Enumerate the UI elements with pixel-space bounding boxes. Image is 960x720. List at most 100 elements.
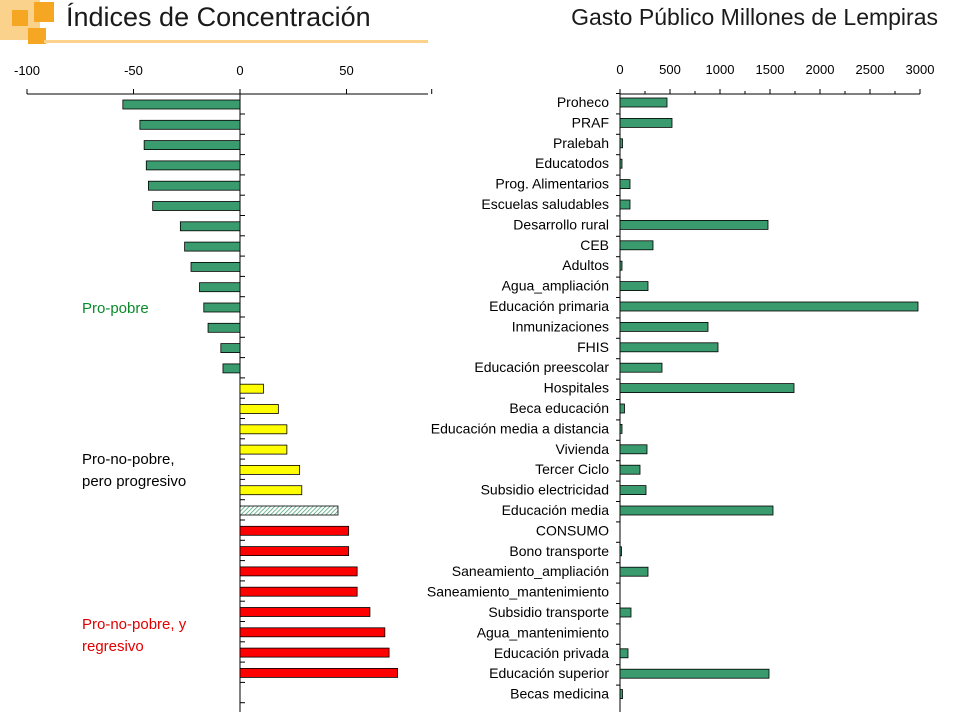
right-bar bbox=[619, 689, 623, 699]
left-bar bbox=[239, 444, 288, 455]
right-bar bbox=[619, 607, 632, 618]
category-label: Educación primaria bbox=[489, 298, 609, 314]
left-bar bbox=[143, 140, 241, 151]
left-bar bbox=[239, 586, 358, 597]
category-label: Educación privada bbox=[494, 645, 609, 661]
category-label: Educación superior bbox=[489, 665, 609, 681]
category-label: Proheco bbox=[557, 94, 609, 110]
accent-square-dark bbox=[12, 10, 28, 26]
category-label: Vivienda bbox=[556, 441, 610, 457]
category-label: Adultos bbox=[562, 257, 609, 273]
left-bar bbox=[148, 180, 241, 191]
right-bar bbox=[619, 158, 623, 169]
category-label: Beca educación bbox=[509, 400, 609, 416]
right-bar bbox=[619, 362, 663, 373]
right-bar bbox=[619, 423, 623, 434]
right-x-tick-label: 500 bbox=[659, 62, 681, 77]
right-bar bbox=[619, 444, 648, 455]
category-label: Prog. Alimentarios bbox=[495, 176, 609, 192]
header-rule bbox=[44, 40, 428, 43]
category-label: Inmunizaciones bbox=[512, 318, 609, 334]
category-label: Subsidio electricidad bbox=[481, 482, 609, 498]
group-label-progresivo: Pro-no-pobre, bbox=[82, 451, 175, 468]
left-bar bbox=[239, 627, 386, 638]
right-bar bbox=[619, 219, 769, 230]
left-x-tick-label: 50 bbox=[339, 63, 353, 78]
right-chart-title: Gasto Público Millones de Lempiras bbox=[571, 4, 938, 30]
left-bar bbox=[239, 485, 303, 496]
left-bar bbox=[207, 322, 241, 333]
left-bar bbox=[179, 221, 241, 232]
right-bar bbox=[619, 240, 654, 251]
right-bar bbox=[619, 648, 629, 659]
right-x-tick-label: 3000 bbox=[906, 62, 935, 77]
left-x-tick-label: 0 bbox=[236, 63, 243, 78]
left-bar bbox=[152, 201, 241, 211]
right-bar bbox=[619, 403, 625, 414]
left-bar bbox=[239, 404, 279, 414]
page-title: Índices de Concentración bbox=[66, 2, 371, 32]
category-label: FHIS bbox=[577, 339, 609, 355]
category-label: CEB bbox=[580, 237, 609, 253]
right-bar bbox=[619, 138, 623, 149]
right-bar bbox=[619, 566, 649, 577]
right-x-tick-label: 1500 bbox=[756, 62, 785, 77]
left-bar bbox=[199, 282, 241, 293]
left-bar bbox=[139, 119, 241, 130]
group-label-regresivo: regresivo bbox=[82, 638, 144, 655]
right-bar bbox=[619, 464, 641, 475]
group-label-progresivo: pero progresivo bbox=[82, 473, 186, 490]
left-bar bbox=[239, 383, 264, 394]
left-bar bbox=[145, 160, 241, 171]
left-bar bbox=[203, 302, 241, 313]
category-label: Escuelas saludables bbox=[481, 196, 609, 212]
right-bar bbox=[619, 118, 673, 128]
category-label: Subsidio transporte bbox=[488, 604, 609, 620]
left-bar bbox=[184, 241, 241, 252]
category-label: Desarrollo rural bbox=[513, 216, 609, 232]
left-bar bbox=[239, 546, 350, 556]
accent-square-small-2 bbox=[28, 28, 46, 44]
right-bar bbox=[619, 342, 719, 353]
right-bar bbox=[619, 485, 647, 496]
left-bar bbox=[239, 424, 288, 435]
right-bar bbox=[619, 97, 668, 108]
left-bar bbox=[239, 647, 390, 658]
category-label: Educación media a distancia bbox=[431, 420, 609, 436]
right-bar bbox=[619, 260, 623, 271]
left-bar bbox=[222, 363, 241, 374]
right-x-tick-label: 2000 bbox=[806, 62, 835, 77]
right-x-tick-label: 0 bbox=[616, 62, 623, 77]
right-bar bbox=[619, 199, 631, 210]
category-label: Bono transporte bbox=[509, 543, 609, 559]
accent-square-small bbox=[34, 2, 54, 22]
category-label: Hospitales bbox=[544, 380, 609, 396]
right-bar bbox=[619, 546, 622, 557]
category-label: Saneamiento_ampliación bbox=[452, 563, 609, 579]
category-label: Pralebah bbox=[553, 135, 609, 151]
left-x-tick-label: -50 bbox=[124, 63, 143, 78]
group-label-pro-pobre: Pro-pobre bbox=[82, 300, 149, 317]
right-bar bbox=[619, 281, 649, 292]
left-bar bbox=[239, 464, 301, 475]
left-bar bbox=[239, 525, 350, 536]
category-label: Agua_mantenimiento bbox=[477, 624, 610, 640]
category-label: Educación preescolar bbox=[474, 359, 609, 375]
right-x-tick-label: 2500 bbox=[856, 62, 885, 77]
left-bar bbox=[122, 99, 241, 110]
right-bar bbox=[619, 321, 709, 332]
category-label: Tercer Ciclo bbox=[535, 461, 609, 477]
group-label-regresivo: Pro-no-pobre, y bbox=[82, 616, 187, 633]
category-label: Becas medicina bbox=[510, 686, 609, 702]
right-bar bbox=[619, 505, 774, 516]
category-label: PRAF bbox=[572, 114, 609, 130]
category-label: CONSUMO bbox=[536, 522, 609, 538]
right-x-tick-label: 1000 bbox=[706, 62, 735, 77]
left-x-tick-label: -100 bbox=[14, 63, 40, 78]
left-bar bbox=[239, 566, 358, 577]
left-bar bbox=[220, 343, 241, 354]
right-bar bbox=[619, 383, 795, 394]
category-label: Agua_ampliación bbox=[502, 278, 609, 294]
category-label: Educatodos bbox=[535, 155, 609, 171]
